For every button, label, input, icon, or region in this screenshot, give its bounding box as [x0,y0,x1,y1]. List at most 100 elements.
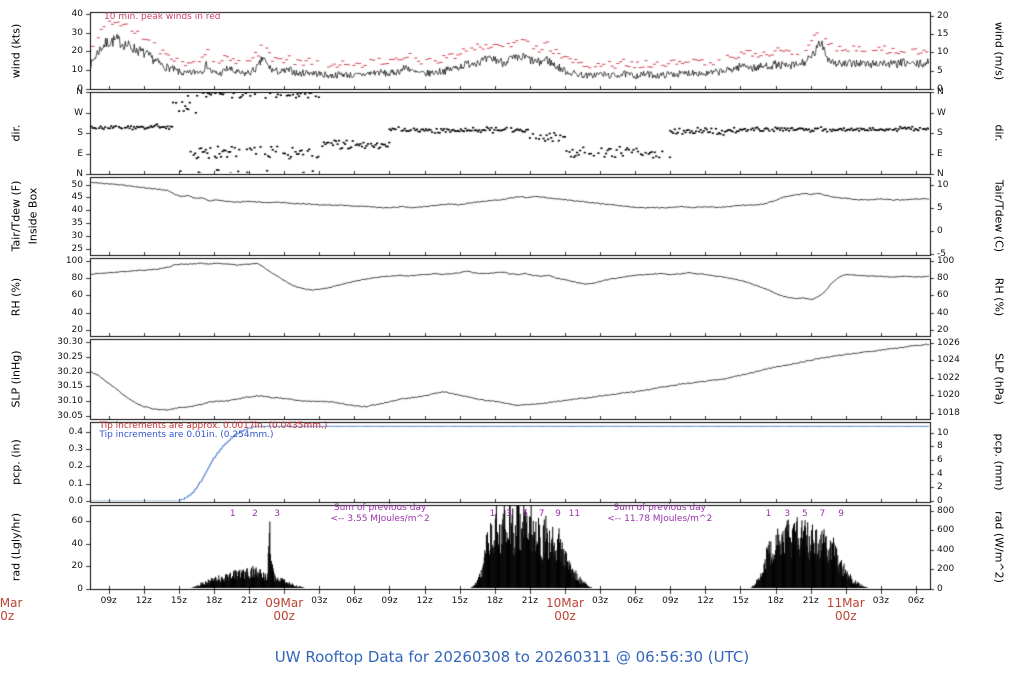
wind-annotation-0: 10 min. peak winds in red [104,11,221,22]
x-tick-label: 12z [416,596,433,606]
y-tick-label: 40 [71,8,83,19]
x-tick-label: 21z [241,596,258,606]
y-tick-label: 1022 [937,372,960,383]
axis-title-left-wind: wind (kts) [9,23,23,78]
x-tick-label: 12z [135,596,152,606]
axis-title-right-temp: Tair/Tdew (C) [992,179,1006,253]
rad-hour-mark-10: 3 [784,509,791,520]
y-tick-label: 1020 [937,390,960,401]
pcp-annotation-1: Tip increments are 0.01in. (0.254mm.) [99,430,274,441]
x-tick-label: 03z [872,596,889,606]
axis-title-right-wind: wind (m/s) [992,21,1006,80]
y-tick-label: 30.20 [57,366,83,377]
y-tick-label: N [76,169,83,179]
x-tick-label: 21z [521,596,538,606]
axis-title-right-dir: dir. [992,124,1006,142]
y-tick-label: 80 [937,272,949,283]
y-tick-label: 0 [937,225,943,236]
y-tick-label: 20 [937,324,949,335]
rad-hour-mark-5: 5 [522,509,529,520]
y-tick-label: 25 [71,243,83,254]
y-tick-label: 4 [937,468,943,479]
figure-title: UW Rooftop Data for 20260308 to 20260311… [274,648,750,666]
y-tick-label: 50 [71,179,83,190]
y-tick-label: 100 [65,255,83,266]
rad-annotation-1: <-- 3.55 MJoules/m^2 [330,513,430,524]
rad-hour-mark-1: 2 [252,509,258,520]
y-tick-label: 1018 [937,407,960,418]
date-label-1: 09Mar 00z [265,596,304,623]
rad-hour-mark-9: 1 [765,509,772,520]
x-tick-label: 06z [346,596,363,606]
y-tick-label: 1024 [937,355,960,366]
y-tick-label: 0.4 [68,426,83,437]
y-tick-label: 15 [937,29,949,40]
y-tick-label: 40 [937,307,949,318]
pcp-annotation-0: Tip increments are approx. 0.0017in. (0.… [99,421,328,431]
y-tick-label: S [77,128,83,138]
y-tick-label: W [937,107,946,118]
y-tick-label: 10 [937,47,949,58]
y-tick-label: 0.1 [68,478,83,489]
y-tick-label: 10 [937,427,949,438]
axis-title-left-rh: RH (%) [9,277,23,317]
x-tick-label: 15z [732,596,749,606]
y-tick-label: 5 [937,202,943,213]
y-tick-label: E [937,148,943,159]
date-label-3: 11Mar 00z [826,596,865,623]
rad-hour-mark-0: 1 [229,509,236,520]
y-tick-label: 30.15 [57,381,83,392]
axis-title-left-temp: Tair/Tdew (F) [9,180,23,252]
x-tick-label: 09z [100,596,117,606]
y-tick-label: 0 [937,84,943,94]
axis-subtitle-left-temp: Inside Box [26,187,40,245]
x-tick-label: 06z [907,596,925,606]
y-tick-label: 60 [937,290,949,301]
date-label-2: 10Mar 00z [546,596,584,623]
rad-hour-mark-12: 7 [819,509,826,520]
y-tick-label: 40 [71,307,83,318]
y-tick-label: N [76,87,83,97]
x-tick-label: 15z [170,596,187,606]
y-tick-label: 0 [77,84,83,94]
x-tick-label: 18z [767,596,784,606]
y-tick-label: 30.10 [57,396,83,407]
rad-hour-mark-13: 9 [838,509,844,520]
rad-hour-mark-4: 3 [505,509,512,520]
rad-annotation-0: Sum of previous day [333,503,427,514]
date-label-0: 08Mar00z [0,596,23,623]
y-tick-label: 8 [937,441,943,452]
y-tick-label: 0.0 [68,496,83,507]
rad-hour-mark-3: 1 [489,509,496,520]
y-tick-label: N [937,169,944,179]
y-tick-label: 5 [937,65,943,76]
x-tick-label: 06z [627,596,644,606]
y-tick-label: 200 [937,564,955,575]
rad-hour-mark-6: 7 [538,509,545,520]
y-tick-label: S [937,128,943,138]
y-tick-label: 30 [71,27,83,38]
y-tick-label: 0 [937,584,943,594]
axis-title-left-dir: dir. [9,124,23,142]
x-tick-label: 12z [697,596,714,606]
y-tick-label: 30.30 [57,336,83,347]
y-tick-label: 800 [937,505,955,516]
y-tick-label: 1026 [937,337,960,348]
axis-title-right-rad: rad (W/m^2) [992,511,1006,583]
x-tick-label: 09z [662,596,679,606]
x-tick-label: 21z [802,596,819,606]
x-tick-label: 15z [451,596,468,606]
y-tick-label: 30.25 [57,351,83,362]
y-tick-label: 400 [937,544,955,555]
y-tick-label: 0.2 [68,461,83,472]
x-tick-label: 09z [381,596,398,606]
axis-title-right-rh: RH (%) [992,277,1006,317]
y-tick-label: 60 [71,515,83,526]
x-tick-label: 18z [486,596,503,606]
y-tick-label: 80 [71,272,83,283]
y-tick-label: 20 [71,46,83,57]
y-tick-label: 40 [71,538,83,549]
y-tick-label: 35 [71,218,83,229]
x-tick-label: 18z [205,596,223,606]
